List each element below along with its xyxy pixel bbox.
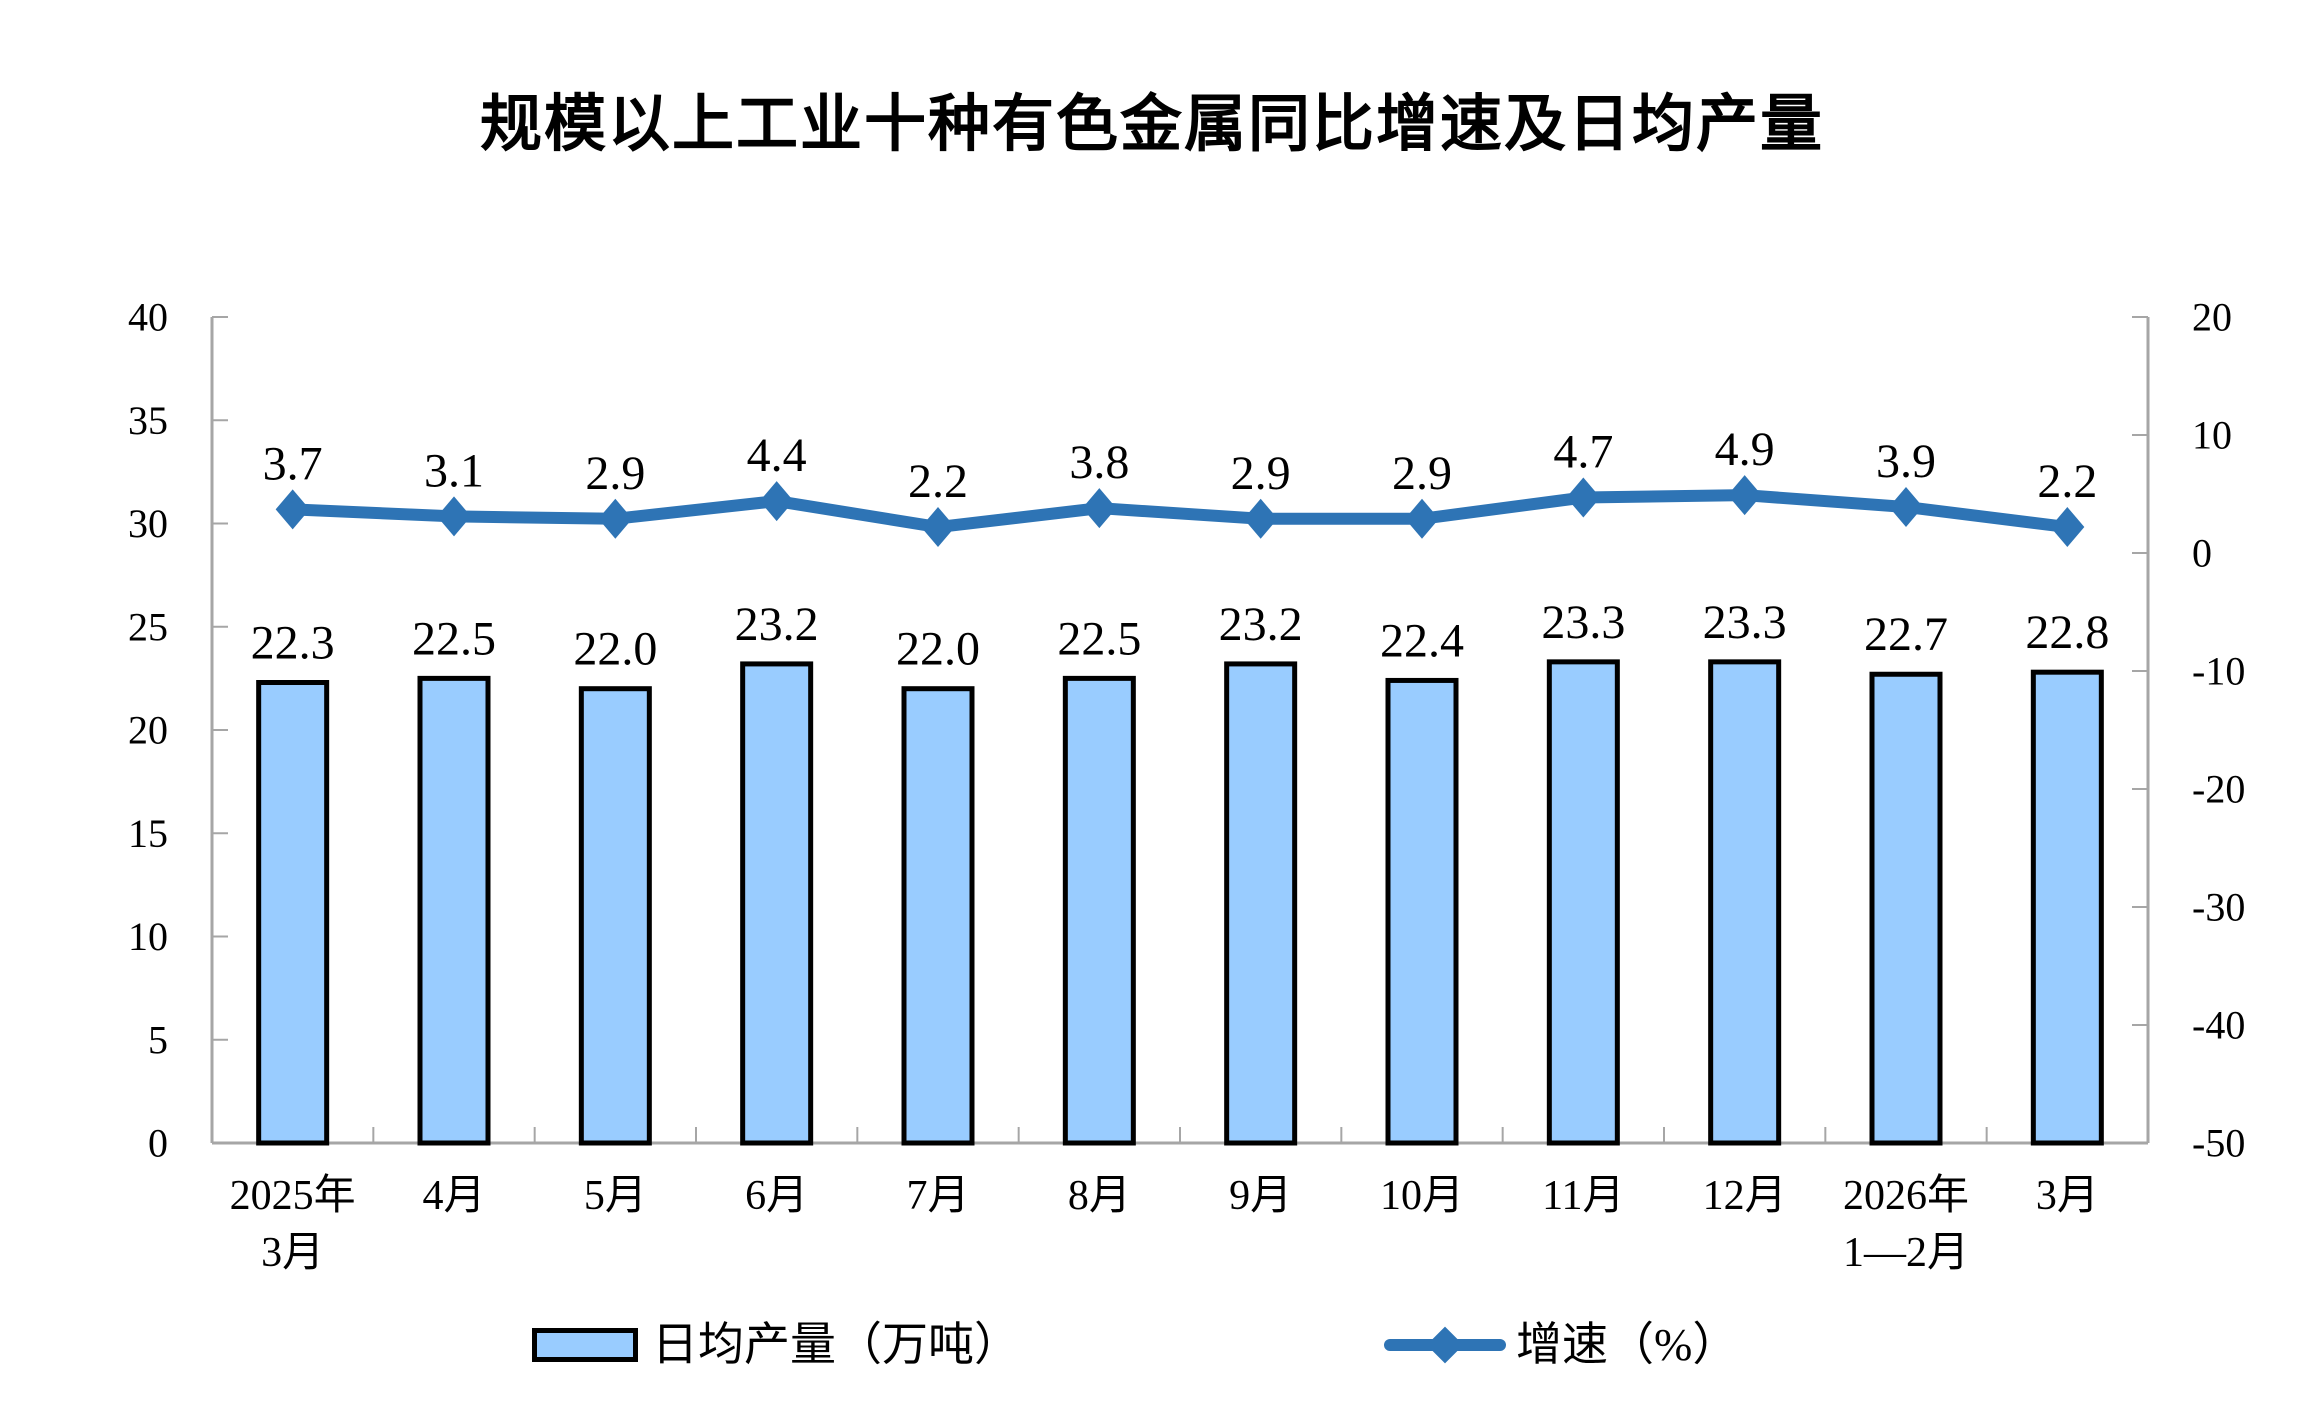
x-category-label: 2026年 (1843, 1172, 1969, 1219)
bar (1546, 659, 1620, 1146)
chart-title: 规模以上工业十种有色金属同比增速及日均产量 (479, 91, 1824, 159)
left-tick-label: 25 (128, 604, 168, 649)
bar (1708, 659, 1782, 1146)
line-value-label: 3.8 (1069, 436, 1129, 489)
legend-item-bar-series: 日均产量（万吨） (532, 1322, 1020, 1368)
x-category-label: 3月 (261, 1230, 324, 1276)
line-value-label: 4.7 (1553, 426, 1613, 479)
right-tick-label: -50 (2192, 1121, 2245, 1166)
bar-value-label: 22.5 (412, 612, 496, 665)
left-tick-label: 40 (128, 295, 168, 340)
bar-value-label: 22.4 (1380, 614, 1464, 667)
bar-value-label: 23.3 (1541, 596, 1625, 649)
bar (901, 686, 975, 1146)
diamond-marker (759, 481, 794, 522)
bar (256, 680, 330, 1146)
right-tick-label: 10 (2192, 413, 2232, 458)
bar-value-label: 23.2 (1219, 598, 1303, 651)
bar-value-label: 22.0 (573, 623, 657, 676)
x-category-label: 9月 (1229, 1173, 1292, 1219)
x-category-label: 12月 (1703, 1173, 1787, 1219)
left-tick-label: 15 (128, 811, 168, 856)
right-tick-label: -20 (2192, 767, 2245, 812)
x-category-label: 3月 (2036, 1173, 2099, 1219)
bar (740, 661, 814, 1146)
diamond-marker (1889, 486, 1923, 527)
x-category-label: 2025年 (230, 1172, 356, 1219)
line-value-label: 2.2 (2037, 455, 2097, 508)
y-axis-right: 20 10 0 -10 -20 -30 -40 -50 (2132, 295, 2245, 1166)
bar-value-label: 23.3 (1703, 596, 1787, 649)
diamond-marker (275, 489, 310, 530)
x-category-label: 10月 (1380, 1173, 1464, 1219)
left-tick-label: 35 (128, 398, 168, 443)
legend-item-line-series: 增速（%） (1384, 1322, 1738, 1368)
left-tick-label: 5 (148, 1017, 168, 1062)
y-axis-left: 40 35 30 25 20 15 10 5 0 (128, 295, 228, 1166)
line-marker-icon (1384, 1322, 1506, 1368)
left-tick-label: 20 (128, 708, 168, 753)
diamond-marker (1405, 498, 1439, 539)
line-value-label: 3.1 (424, 444, 484, 497)
bar-value-label: 23.2 (735, 598, 819, 651)
line-value-label: 3.7 (263, 437, 323, 490)
legend: 日均产量（万吨） 增速（%） (0, 1322, 2304, 1368)
bar (1869, 671, 1943, 1146)
x-category-label: 11月 (1542, 1173, 1624, 1219)
diamond-marker (1082, 488, 1117, 529)
bar (1224, 661, 1298, 1146)
left-tick-label: 0 (148, 1121, 168, 1166)
left-tick-label: 10 (128, 914, 168, 959)
bar (1385, 677, 1459, 1146)
diamond-marker (921, 507, 955, 548)
x-category-label: 5月 (584, 1173, 647, 1219)
bar-value-label: 22.8 (2025, 606, 2109, 659)
line-value-label: 2.9 (585, 447, 645, 500)
line-value-label: 2.2 (908, 455, 968, 508)
bar-value-label: 22.3 (251, 617, 335, 670)
diamond-marker (1243, 498, 1278, 539)
x-category-label: 7月 (906, 1173, 969, 1219)
diamond-marker (437, 496, 471, 537)
left-tick-label: 30 (128, 501, 168, 546)
bar-value-label: 22.5 (1057, 612, 1141, 665)
bar-value-label: 22.0 (896, 623, 980, 676)
right-tick-label: -40 (2192, 1003, 2245, 1048)
bar-value-label: 22.7 (1864, 608, 1948, 661)
bar-swatch-icon (532, 1328, 638, 1362)
x-category-label: 8月 (1068, 1173, 1131, 1219)
diamond-marker (2050, 507, 2085, 548)
line-value-label: 4.4 (747, 429, 807, 482)
diamond-marker (1566, 477, 1601, 518)
x-axis: 2025年 3月 4月 5月 6月 7月 8月 9月 10月 11月 12月 2026年 1—2月 3月 (211, 1127, 2149, 1276)
right-tick-label: -30 (2192, 885, 2245, 930)
x-category-label: 1—2月 (1843, 1230, 1969, 1276)
right-tick-label: 20 (2192, 295, 2232, 340)
bar (417, 675, 491, 1146)
line-value-label: 2.9 (1231, 447, 1291, 500)
right-tick-label: -10 (2192, 649, 2245, 694)
bar (578, 686, 652, 1146)
legend-label-bar: 日均产量（万吨） (652, 1319, 1020, 1370)
x-category-label: 4月 (422, 1173, 485, 1219)
diamond-marker (598, 498, 633, 539)
bar (1062, 675, 1136, 1146)
line-value-label: 2.9 (1392, 447, 1452, 500)
right-tick-label: 0 (2192, 531, 2212, 576)
diamond-marker (1727, 475, 1762, 516)
growth-line (292, 489, 2069, 534)
x-category-label: 6月 (745, 1173, 808, 1219)
line-value-label: 4.9 (1715, 423, 1775, 476)
line-series: 3.7 3.1 2.9 4.4 2.2 3.8 2.9 2.9 4.7 4.9 3.9 2.2 (263, 423, 2097, 548)
bar (2030, 669, 2104, 1146)
bar-series: 22.3 22.5 22.0 23.2 22.0 22.5 23.2 22.4 23.3 23.3… (251, 596, 2109, 1146)
line-value-label: 3.9 (1876, 435, 1936, 488)
legend-label-line: 增速（%） (1516, 1319, 1739, 1370)
